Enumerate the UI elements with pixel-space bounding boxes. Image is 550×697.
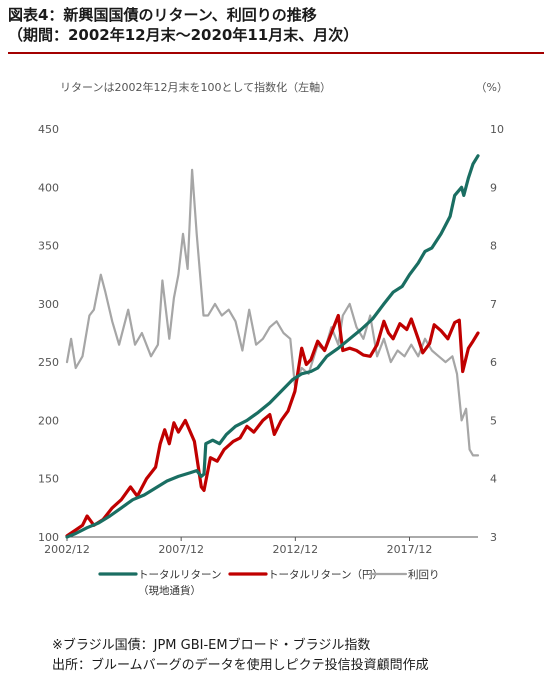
x-tick-label: 2007/12: [158, 543, 204, 556]
page-title: 図表4：新興国国債のリターン、利回りの推移: [8, 6, 317, 24]
y-right-tick-label: 10: [490, 123, 504, 136]
y-left-tick-label: 400: [38, 181, 59, 194]
legend-label-1: トータルリターン: [138, 569, 221, 581]
y-left-tick-label: 200: [38, 414, 59, 427]
y-right-tick-label: 6: [490, 356, 497, 369]
y-left-tick-label: 450: [38, 123, 59, 136]
footnote-source-index: ※ブラジル国債：JPM GBI-EMブロード・ブラジル指数: [52, 638, 371, 653]
right-axis-unit: （%）: [476, 81, 508, 94]
chart-annotation: リターンは2002年12月末を100として指数化（左軸）: [60, 80, 331, 94]
series-line-3: [65, 168, 480, 457]
footnote-data-source: 出所：ブルームバーグのデータを使用しピクテ投信投資顧問作成: [52, 658, 429, 673]
y-right-tick-label: 5: [490, 414, 497, 427]
y-left-tick-label: 350: [38, 240, 59, 253]
page-subtitle: （期間：2002年12月末～2020年11月末、月次）: [8, 26, 359, 44]
y-right-tick-label: 3: [490, 531, 497, 544]
legend-label-2: トータルリターン（円）: [268, 569, 383, 581]
title-divider: [8, 52, 544, 54]
y-left-tick-label: 250: [38, 356, 59, 369]
axes-group: 100 150 200 250 300 350 400 450 3 4 5 6 7 8 9 10 2002/12…: [38, 123, 504, 556]
x-tick-label: 2012/12: [272, 543, 318, 556]
legend-label-3: 利回り: [408, 569, 440, 581]
y-left-tick-label: 100: [38, 531, 59, 544]
y-right-tick-label: 4: [490, 473, 497, 486]
y-left-tick-label: 150: [38, 473, 59, 486]
y-right-tick-label: 9: [490, 181, 497, 194]
series-line-1: [65, 154, 480, 539]
y-left-tick-label: 300: [38, 298, 59, 311]
y-right-tick-label: 7: [490, 298, 497, 311]
legend-label-1: （現地通貨）: [138, 584, 201, 597]
x-tick-label: 2017/12: [387, 543, 433, 556]
series-group: [65, 154, 480, 539]
y-right-tick-label: 8: [490, 240, 497, 253]
legend: トータルリターン （現地通貨） トータルリターン（円） 利回り: [98, 569, 440, 597]
x-tick-label: 2002/12: [44, 543, 90, 556]
series-line-2: [65, 313, 480, 538]
